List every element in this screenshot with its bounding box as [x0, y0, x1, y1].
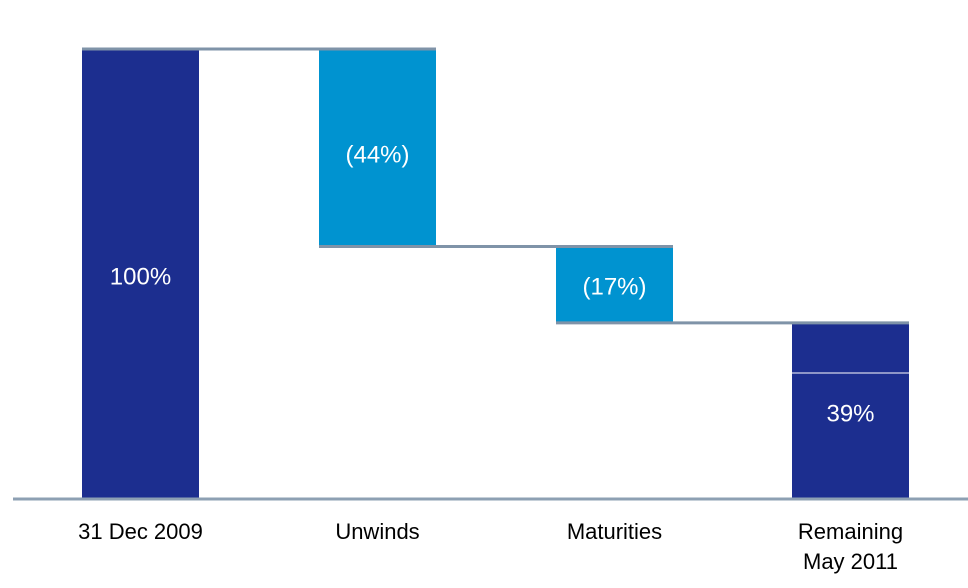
category-label-line: Unwinds	[335, 519, 419, 544]
data-label-3: (17%)	[582, 273, 646, 300]
bar-4	[792, 322, 909, 498]
category-label-3: Maturities	[567, 519, 662, 544]
category-label-line: Maturities	[567, 519, 662, 544]
data-label-4: 39%	[826, 400, 874, 427]
category-label-line: 31 Dec 2009	[78, 519, 203, 544]
bar-1	[82, 49, 199, 498]
category-label-2: Unwinds	[335, 519, 419, 544]
category-label-1: 31 Dec 2009	[78, 519, 203, 544]
category-label-line: Remaining	[798, 519, 903, 544]
bar-3	[556, 246, 673, 323]
bar-2	[319, 49, 436, 247]
category-label-4: Remaining May 2011	[798, 519, 903, 574]
data-label-1: 100%	[110, 263, 171, 290]
category-label-line: May 2011	[803, 549, 898, 574]
data-label-2: (44%)	[345, 141, 409, 168]
